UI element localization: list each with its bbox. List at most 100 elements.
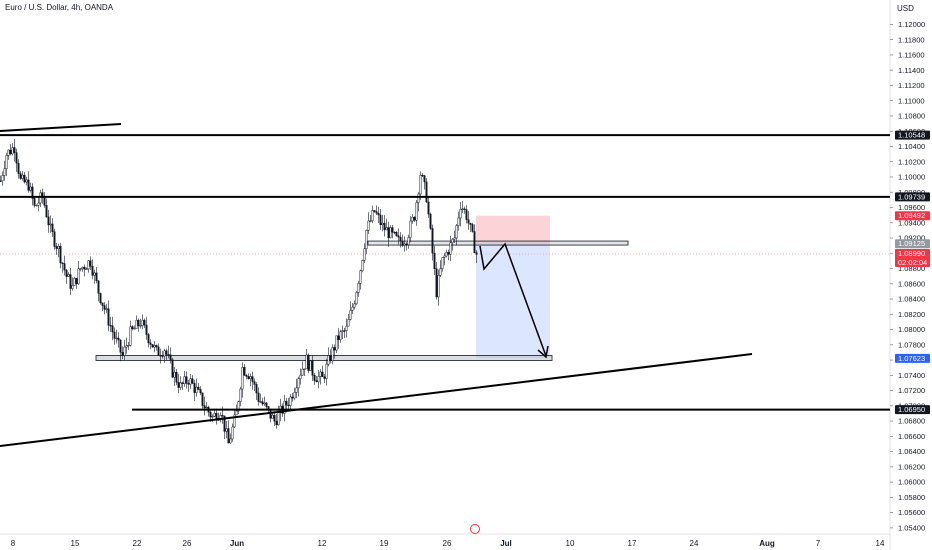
candle-body bbox=[75, 278, 78, 285]
candle-body bbox=[351, 306, 354, 311]
candle-body bbox=[77, 268, 80, 285]
candle-body bbox=[151, 344, 154, 348]
candle-body bbox=[227, 428, 230, 444]
candle-body bbox=[425, 181, 428, 203]
candle-body bbox=[413, 216, 416, 221]
candle-body bbox=[29, 186, 32, 191]
candle-body bbox=[399, 236, 402, 242]
price-badge-label: 1.07623 bbox=[898, 354, 925, 363]
candle-body bbox=[1, 175, 4, 182]
candle-body bbox=[177, 381, 180, 388]
candle-body bbox=[17, 162, 20, 174]
candle-body bbox=[19, 173, 22, 179]
candle-body bbox=[131, 326, 134, 329]
candle-body bbox=[327, 355, 330, 365]
price-badge bbox=[895, 192, 930, 202]
price-tick-label: 1.10200 bbox=[898, 157, 925, 166]
date-tick-label: Aug bbox=[759, 539, 775, 548]
candle-body bbox=[67, 274, 70, 277]
candle-body bbox=[397, 235, 400, 238]
date-tick-label: Jul bbox=[500, 539, 512, 548]
candle-body bbox=[209, 411, 212, 418]
candle-body bbox=[97, 280, 100, 294]
candle-body bbox=[237, 401, 240, 412]
candle-body bbox=[259, 401, 262, 403]
price-badge-label: 1.10548 bbox=[898, 131, 925, 140]
candle-body bbox=[235, 410, 238, 416]
candle-body bbox=[221, 415, 224, 417]
candle-body bbox=[161, 355, 164, 357]
price-badge-label: 1.09492 bbox=[898, 211, 925, 220]
candle-body bbox=[401, 241, 404, 246]
candle-body bbox=[59, 245, 62, 264]
candle-body bbox=[157, 346, 160, 356]
tradingview-logo-icon[interactable] bbox=[470, 524, 480, 534]
candle-body bbox=[309, 360, 312, 371]
candle-body bbox=[435, 268, 438, 298]
candle-body bbox=[375, 211, 378, 214]
candle-body bbox=[31, 186, 34, 199]
candle-body bbox=[219, 415, 222, 419]
price-tick-label: 1.08200 bbox=[898, 310, 925, 319]
price-tick-label: 1.12000 bbox=[898, 20, 925, 29]
candle-body bbox=[5, 155, 8, 170]
price-tick-label: 1.07200 bbox=[898, 386, 925, 395]
candle-body bbox=[261, 401, 264, 405]
candle-body bbox=[229, 438, 232, 444]
price-tick-label: 1.11400 bbox=[898, 66, 925, 75]
price-tick-label: 1.06200 bbox=[898, 462, 925, 471]
candle-body bbox=[277, 412, 280, 426]
candle-body bbox=[57, 245, 60, 249]
candle-body bbox=[409, 220, 412, 238]
candle-body bbox=[293, 392, 296, 399]
candle-body bbox=[9, 149, 12, 155]
candle-body bbox=[295, 387, 298, 393]
candle-body bbox=[271, 414, 274, 419]
candle-body bbox=[423, 175, 426, 183]
candle-body bbox=[445, 252, 448, 257]
candle-body bbox=[123, 346, 126, 356]
candle-body bbox=[147, 334, 150, 344]
price-tick-label: 1.10400 bbox=[898, 142, 925, 151]
candle-body bbox=[113, 331, 116, 339]
projection-arrowhead bbox=[537, 345, 549, 359]
date-tick-label: 7 bbox=[816, 539, 821, 548]
candle-body bbox=[347, 319, 350, 327]
candle-body bbox=[335, 335, 338, 351]
candle-body bbox=[373, 210, 376, 212]
candle-body bbox=[169, 354, 172, 360]
candle-body bbox=[253, 381, 256, 385]
candle-body bbox=[431, 228, 434, 254]
resistance-zone bbox=[367, 240, 629, 246]
candle-body bbox=[15, 152, 18, 164]
candle-body bbox=[371, 210, 374, 222]
candle-body bbox=[369, 220, 372, 222]
candle-body bbox=[71, 285, 74, 289]
candle-body bbox=[143, 319, 146, 326]
candle-body bbox=[81, 266, 84, 269]
candle-body bbox=[251, 376, 254, 382]
candle-body bbox=[329, 355, 332, 361]
candle-body bbox=[111, 325, 114, 333]
candle-body bbox=[287, 404, 290, 407]
candle-body bbox=[7, 149, 10, 156]
price-tick-label: 1.07800 bbox=[898, 340, 925, 349]
price-badge bbox=[895, 249, 930, 268]
candle-body bbox=[27, 179, 30, 191]
candle-body bbox=[127, 344, 130, 347]
candle-body bbox=[55, 246, 58, 249]
candle-body bbox=[433, 252, 436, 269]
candle-body bbox=[49, 223, 52, 226]
currency-label[interactable]: USD bbox=[897, 4, 914, 13]
candle-body bbox=[63, 263, 66, 271]
candle-body bbox=[211, 416, 214, 418]
candle-body bbox=[273, 414, 276, 422]
date-tick-label: 17 bbox=[628, 539, 637, 548]
candle-body bbox=[225, 428, 228, 432]
candle-body bbox=[459, 208, 462, 219]
candle-body bbox=[469, 222, 472, 225]
ascending-trendline bbox=[0, 353, 753, 447]
candle-body bbox=[457, 217, 460, 226]
take-profit-zone bbox=[476, 243, 550, 359]
